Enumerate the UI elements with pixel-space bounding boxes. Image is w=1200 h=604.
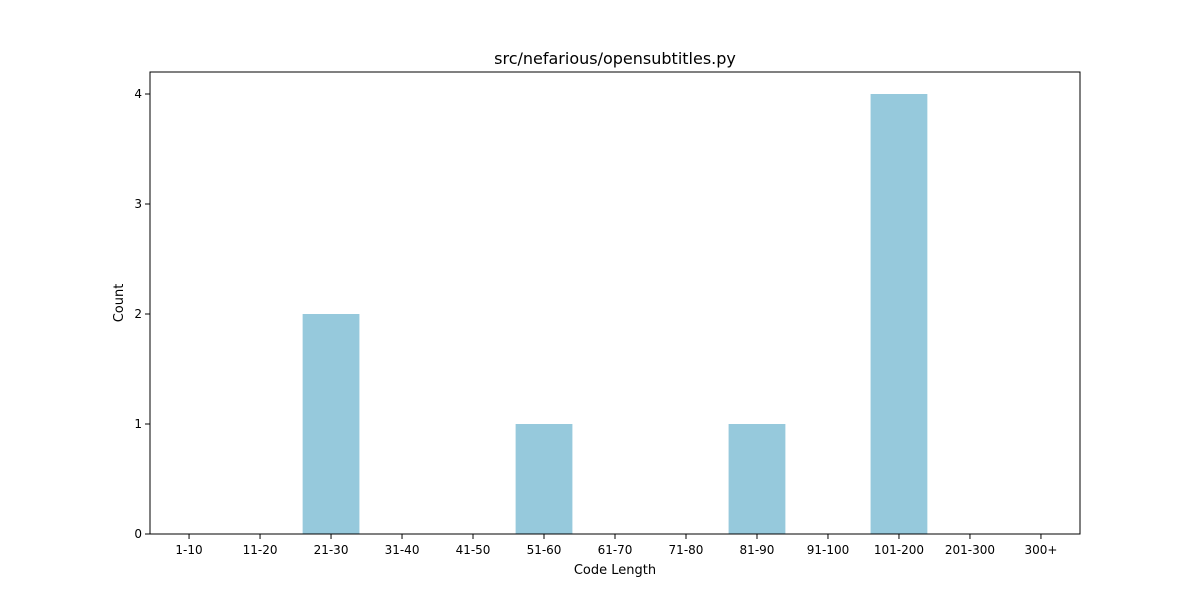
- x-axis-label: Code Length: [574, 563, 656, 578]
- x-tick-label: 81-90: [740, 543, 775, 557]
- x-tick-label: 31-40: [385, 543, 420, 557]
- x-tick-label: 11-20: [243, 543, 278, 557]
- bar-21-30: [302, 314, 360, 534]
- bar-81-90: [728, 424, 786, 534]
- y-tick-label: 2: [134, 307, 142, 321]
- x-tick-label: 201-300: [945, 543, 995, 557]
- x-tick-label: 91-100: [807, 543, 850, 557]
- bar-101-200: [870, 94, 928, 534]
- y-axis-ticks: 0 1 2 3 4: [134, 87, 150, 541]
- plot-area-frame: [149, 71, 1081, 535]
- x-tick-label: 21-30: [314, 543, 349, 557]
- x-tick-label: 41-50: [456, 543, 491, 557]
- x-tick-label: 300+: [1024, 543, 1057, 557]
- x-tick-label: 1-10: [175, 543, 202, 557]
- y-tick-label: 1: [134, 417, 142, 431]
- y-tick-label: 0: [134, 527, 142, 541]
- x-axis-ticks: 1-10 11-20 21-30 31-40 41-50 51-60 61-70 71-80 8…: [175, 534, 1057, 557]
- bar-51-60: [515, 424, 573, 534]
- bars-layer: [302, 94, 928, 534]
- x-tick-label: 51-60: [527, 543, 562, 557]
- x-tick-label: 61-70: [598, 543, 633, 557]
- y-tick-label: 3: [134, 197, 142, 211]
- x-tick-label: 71-80: [669, 543, 704, 557]
- chart-title: src/nefarious/opensubtitles.py: [494, 49, 736, 68]
- y-axis-label: Count: [112, 284, 127, 323]
- x-tick-label: 101-200: [874, 543, 924, 557]
- y-tick-label: 4: [134, 87, 142, 101]
